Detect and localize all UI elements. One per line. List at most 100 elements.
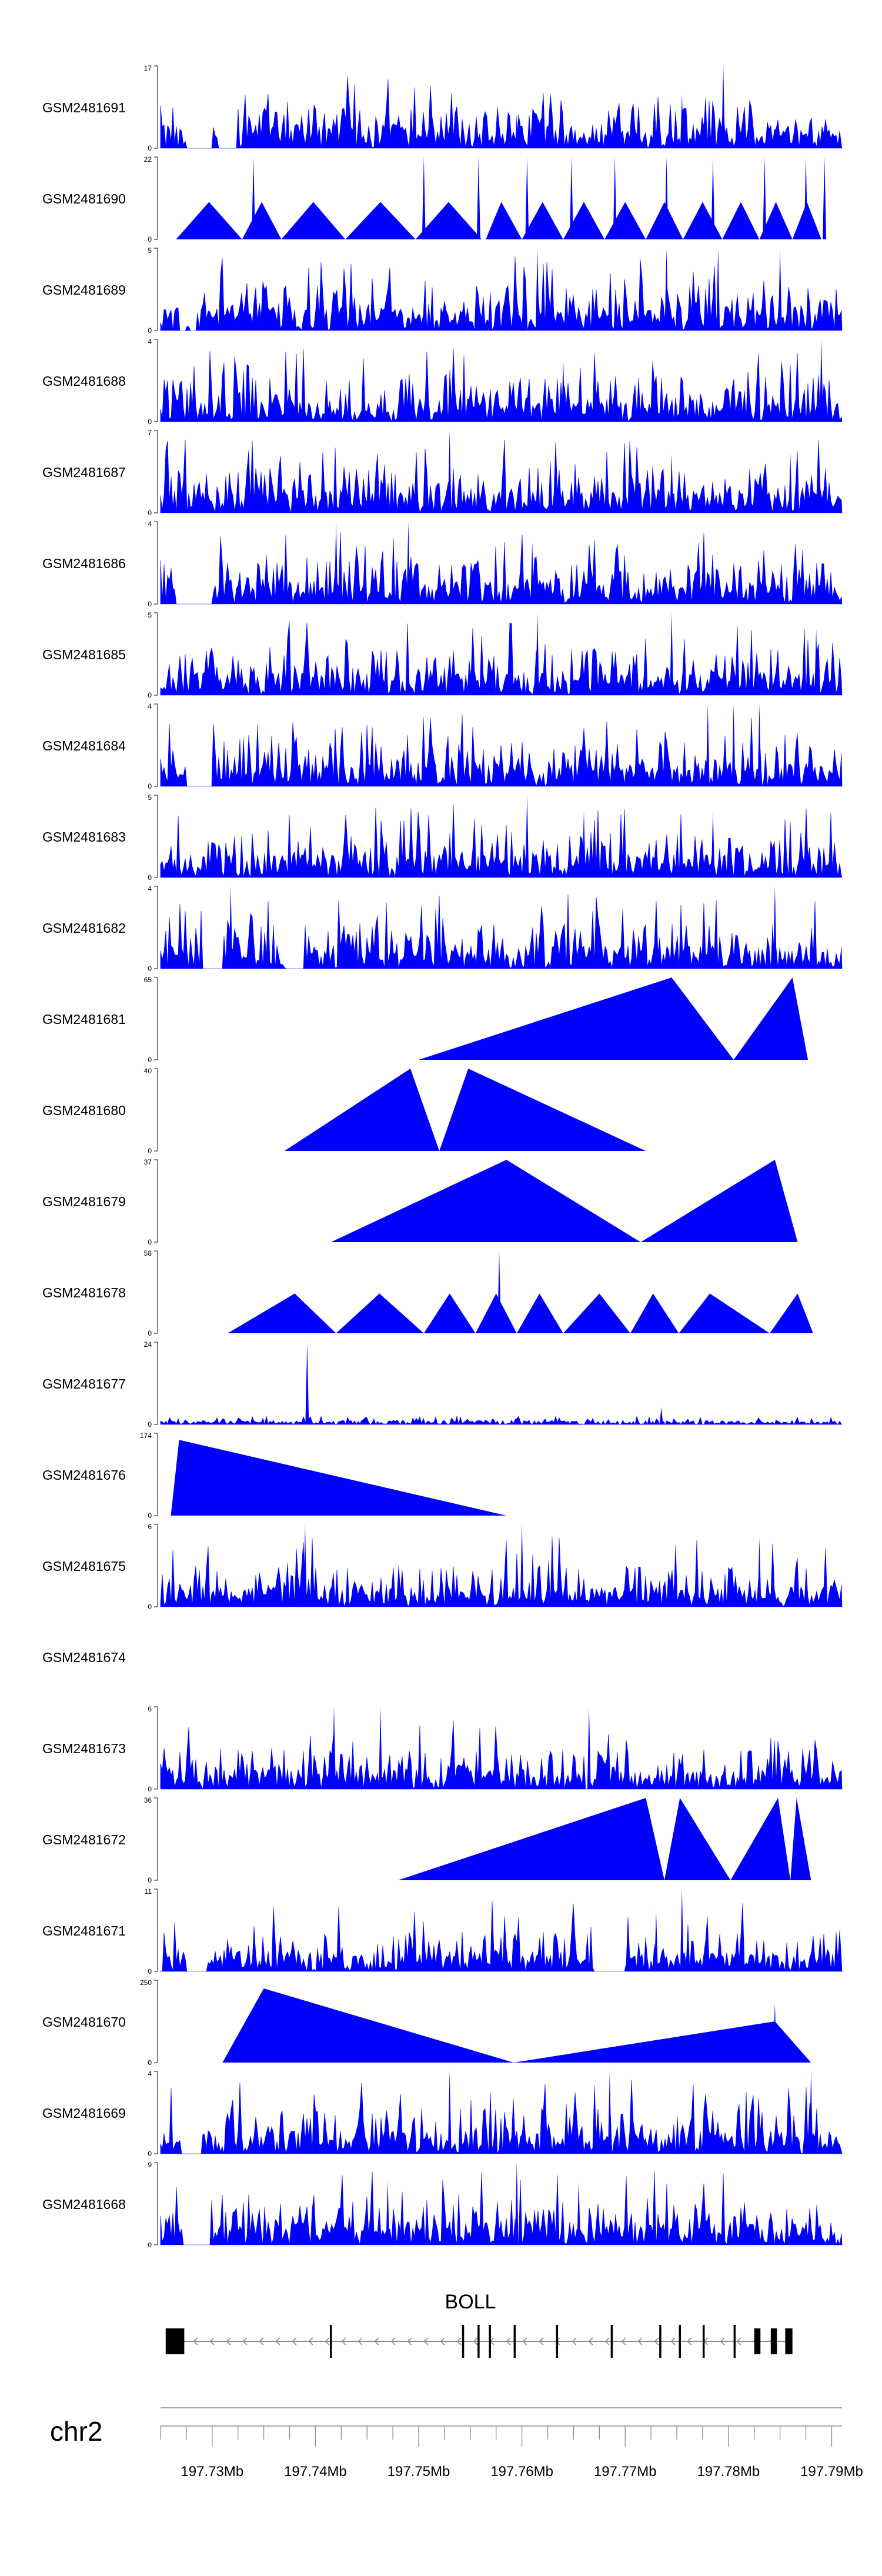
coverage-peak bbox=[680, 95, 684, 148]
track-label: GSM2481673 bbox=[42, 1741, 126, 1756]
y-max-label: 174 bbox=[140, 1432, 152, 1440]
coverage-peak bbox=[664, 248, 669, 331]
coverage-area bbox=[171, 1440, 507, 1516]
coverage-area bbox=[160, 1416, 843, 1425]
strand-arrow bbox=[720, 2337, 725, 2345]
y-min-label: 0 bbox=[148, 691, 152, 699]
coverage-area bbox=[646, 202, 683, 239]
coverage-peak bbox=[561, 360, 565, 422]
coverage-area bbox=[330, 1160, 641, 1242]
coverage-peak bbox=[303, 1524, 307, 1607]
track-GSM2481684: GSM2481684 4 0 bbox=[42, 702, 843, 790]
coverage-area bbox=[345, 202, 416, 239]
coverage-area bbox=[419, 977, 734, 1060]
coverage-area bbox=[160, 76, 843, 149]
coverage-peak bbox=[706, 704, 710, 786]
coverage-peak bbox=[229, 886, 233, 969]
gene-label: BOLL bbox=[445, 2291, 496, 2313]
coverage-peak bbox=[757, 704, 761, 786]
track-GSM2481675: GSM2481675 6 0 bbox=[42, 1523, 843, 1611]
coverage-spike bbox=[711, 157, 715, 239]
strand-arrow bbox=[456, 2337, 462, 2345]
y-max-label: 4 bbox=[148, 702, 152, 710]
coverage-peak bbox=[535, 248, 539, 331]
track-label: GSM2481681 bbox=[42, 1012, 126, 1027]
track-label: GSM2481671 bbox=[42, 1923, 126, 1938]
track-GSM2481671: GSM2481671 11 0 bbox=[42, 1887, 843, 1976]
y-max-label: 58 bbox=[144, 1249, 152, 1257]
coverage-area bbox=[160, 715, 843, 787]
coverage-peak bbox=[809, 2071, 813, 2154]
strand-arrow bbox=[539, 2337, 544, 2345]
exon-block bbox=[733, 2325, 736, 2358]
strand-arrow bbox=[407, 2337, 412, 2345]
y-min-label: 0 bbox=[148, 2058, 152, 2067]
y-min-label: 0 bbox=[148, 1147, 152, 1155]
y-max-label: 24 bbox=[144, 1340, 152, 1349]
strand-arrow bbox=[358, 2337, 363, 2345]
exon-block bbox=[329, 2325, 332, 2358]
x-tick-label: 197.73Mb bbox=[181, 2464, 243, 2480]
exon-block bbox=[754, 2328, 761, 2354]
coverage-spike bbox=[252, 157, 256, 239]
coverage-area bbox=[160, 1537, 843, 1607]
y-max-label: 4 bbox=[148, 885, 152, 893]
coverage-area bbox=[513, 2021, 811, 2063]
y-max-label: 11 bbox=[145, 1887, 152, 1896]
track-label: GSM2481679 bbox=[42, 1194, 126, 1209]
coverage-area bbox=[160, 621, 843, 696]
track-GSM2481672: GSM2481672 36 0 bbox=[42, 1796, 811, 1884]
coverage-peak bbox=[535, 613, 539, 695]
coverage-area bbox=[160, 256, 843, 331]
coverage-peak bbox=[514, 114, 519, 148]
y-max-label: 37 bbox=[144, 1158, 152, 1166]
track-label: GSM2481676 bbox=[42, 1467, 126, 1483]
track-GSM2481673: GSM2481673 6 0 bbox=[42, 1705, 843, 1793]
track-label: GSM2481675 bbox=[42, 1559, 126, 1574]
coverage-area bbox=[730, 1798, 791, 1880]
coverage-peak bbox=[334, 522, 338, 604]
y-min-label: 0 bbox=[148, 326, 152, 335]
strand-arrow bbox=[522, 2337, 527, 2345]
coverage-area bbox=[160, 349, 843, 422]
y-min-label: 0 bbox=[148, 418, 152, 426]
strand-arrow bbox=[621, 2337, 626, 2345]
track-label: GSM2481682 bbox=[42, 920, 126, 936]
coverage-area bbox=[683, 202, 723, 239]
coverage-spike bbox=[525, 157, 529, 239]
coverage-peak bbox=[711, 812, 715, 877]
strand-arrow bbox=[374, 2337, 379, 2345]
track-GSM2481685: GSM2481685 5 0 bbox=[42, 611, 843, 699]
track-label: GSM2481677 bbox=[42, 1376, 126, 1392]
coverage-area bbox=[336, 1293, 424, 1333]
track-label: GSM2481670 bbox=[42, 2014, 126, 2030]
coverage-area bbox=[415, 202, 482, 239]
y-min-label: 0 bbox=[148, 782, 152, 790]
coverage-peak bbox=[659, 1407, 663, 1424]
x-tick-label: 197.79Mb bbox=[800, 2464, 863, 2480]
exon-block bbox=[477, 2325, 480, 2358]
coverage-area bbox=[439, 1069, 646, 1151]
track-label: GSM2481687 bbox=[42, 465, 126, 480]
track-GSM2481683: GSM2481683 5 0 bbox=[42, 793, 843, 882]
y-max-label: 6 bbox=[148, 1705, 152, 1713]
y-max-label: 17 bbox=[144, 64, 152, 72]
exon-block bbox=[610, 2325, 613, 2358]
coverage-peak bbox=[757, 1538, 761, 1607]
track-GSM2481682: GSM2481682 4 0 bbox=[42, 885, 843, 973]
coverage-peak bbox=[819, 339, 823, 422]
coverage-area bbox=[423, 1293, 476, 1333]
coverage-peak bbox=[530, 542, 534, 604]
coverage-peak bbox=[447, 2071, 452, 2154]
coverage-spike bbox=[569, 157, 573, 239]
strand-arrow bbox=[654, 2337, 659, 2345]
strand-arrow bbox=[390, 2337, 396, 2345]
strand-arrow bbox=[226, 2337, 231, 2345]
coverage-area bbox=[733, 977, 808, 1060]
track-GSM2481678: GSM2481678 58 0 bbox=[42, 1249, 813, 1337]
coverage-area bbox=[563, 1293, 631, 1333]
strand-arrow bbox=[440, 2337, 445, 2345]
strand-arrow bbox=[275, 2337, 280, 2345]
coverage-area bbox=[160, 1901, 843, 1972]
y-max-label: 5 bbox=[148, 793, 152, 802]
